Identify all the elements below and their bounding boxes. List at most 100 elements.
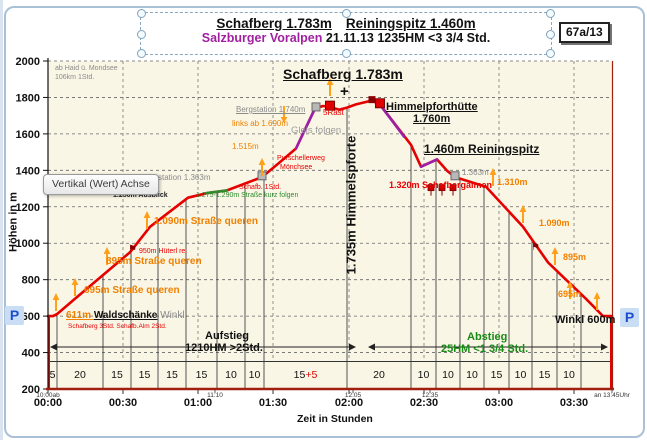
y-tick-label: 400 <box>22 348 40 360</box>
title-part-2: Reiningspitz 1.460m <box>345 16 476 31</box>
elev-1515-label: 1.515m <box>232 142 259 151</box>
y-tick-label: 2000 <box>16 56 40 68</box>
schafberg-inner-title: Schafberg 1.783m <box>283 66 403 82</box>
gleis-folgen-label: Gleis folgen <box>291 125 342 136</box>
subtitle-region: Salzburger Voralpen <box>201 31 323 45</box>
plot-background[interactable] <box>48 61 612 389</box>
hut-marker <box>375 98 385 109</box>
elev-1310-label: 1.310m <box>497 177 528 187</box>
schafb-1std-label: Schafb. 1Std. <box>239 184 282 191</box>
x-hour-label: 01:00 <box>184 397 212 409</box>
leg-minutes-label: 15 <box>196 369 208 381</box>
station-1363-ascent-label: station 1.363m <box>158 173 211 182</box>
x-hour-label: 02:00 <box>335 397 363 409</box>
waypoint-arrow-down-head <box>280 117 288 123</box>
strasse-kurz-folgen-label: 1.275-1.290m Straße kurz folgen <box>196 192 299 199</box>
subtitle-rest: 21.11.13 1235HM <3 3/4 Std. <box>322 31 491 45</box>
parking-marker-right: P <box>620 308 639 327</box>
himmelspforte-vertical-label: 1.735m Himmelspforte <box>343 135 359 275</box>
waypoint-arrow-up-head <box>519 205 527 212</box>
waldschaenke-label-part: 611m <box>66 310 94 321</box>
leg-minutes-label: 20 <box>373 369 385 381</box>
selection-handle[interactable] <box>137 9 146 18</box>
aufstieg-label: Aufstieg <box>205 330 249 342</box>
flag-icon: ⚑ <box>531 242 540 253</box>
chart-title: Schafberg 1.783m Reiningspitz 1.460m <box>141 16 551 31</box>
winkl-600-label: Winkl 600m <box>555 314 616 326</box>
waldschaenke-label-part: Winkl <box>157 310 185 321</box>
waypoint-arrow-up-head <box>71 278 79 285</box>
waypoint-arrow-up-head <box>103 247 111 254</box>
leg-minutes-label: 10 <box>563 369 575 381</box>
x-hour-label: 01:30 <box>259 397 287 409</box>
purschellerweg-label-1: Purschellerweg <box>277 155 325 162</box>
reiningspitz-label: 1.460m Reiningspitz <box>424 142 540 156</box>
y-axis-title: Höhen in m <box>7 192 20 252</box>
leg-minutes-label: 15 <box>166 369 178 381</box>
y-tick-label: 200 <box>22 384 40 396</box>
leg-minutes-label: 5 <box>50 369 56 381</box>
flag-icon: ⚑ <box>128 244 137 255</box>
waypoint-arrow-up-head <box>551 247 559 254</box>
stage-arrows <box>50 343 608 351</box>
y-tick-label: 1600 <box>16 129 40 141</box>
leg-minutes-label: 10 <box>515 369 527 381</box>
gridlines <box>48 60 612 362</box>
axis-tooltip: Vertikal (Wert) Achse <box>43 174 159 195</box>
selection-handle[interactable] <box>546 29 555 39</box>
strasse-queren-695-label: 695m Straße queren <box>84 285 180 296</box>
y-tick-label: 1800 <box>16 92 40 104</box>
summit-marker <box>368 96 376 104</box>
selection-handle[interactable] <box>137 49 146 58</box>
y-tick-label: 800 <box>22 275 40 287</box>
leg-minutes-label: 15+5 <box>294 369 318 381</box>
strasse-queren-1090-label: 1.090m Straße queren <box>154 216 258 227</box>
waypoint-arrow-up-head <box>489 168 497 175</box>
clock-sub-label: 10:00ab <box>36 392 60 399</box>
selection-handle[interactable] <box>137 29 146 39</box>
route-segment-overlay <box>419 158 439 168</box>
links-ab-label: links ab 1.690m <box>232 119 289 128</box>
waypoint-arrow-up-head <box>326 78 334 85</box>
clock-sub-label: 11:10 <box>207 392 223 399</box>
arrow-head-right <box>601 343 608 351</box>
abstieg-label: Abstieg <box>467 331 508 343</box>
ausblick-label: 1.250m Ausblick <box>113 192 168 199</box>
station-marker <box>450 171 460 181</box>
elev-695-label: 695m <box>558 289 582 299</box>
x-hour-label: 02:30 <box>410 397 438 409</box>
purschellerweg-label-2: Mönchsee <box>280 164 313 171</box>
selection-handle[interactable] <box>342 49 351 58</box>
elev-1090-label: 1.090m <box>539 218 570 228</box>
waldschaenke-label: 611m Waldschänke Winkl <box>66 310 185 322</box>
parking-marker-left: P <box>5 306 24 325</box>
chart-title-box[interactable]: Schafberg 1.783m Reiningspitz 1.460m Salz… <box>137 9 555 58</box>
chart-area-border <box>4 6 645 438</box>
himmelpforthuette-label: Himmelpforthütte <box>386 101 478 113</box>
leg-minutes-label: 10 <box>442 369 454 381</box>
leg-minutes-label: 10 <box>466 369 478 381</box>
leg-minutes-label: 20 <box>74 369 86 381</box>
waypoint-arrows <box>52 78 601 311</box>
leg-minutes-label: 10 <box>249 369 261 381</box>
arrow-head-right <box>349 343 356 351</box>
aufstieg-detail: 1210HM >2Std. <box>185 342 263 354</box>
x-hour-label: 00:30 <box>109 397 137 409</box>
strasse-queren-895-label: 895m Straße queren <box>106 256 202 267</box>
clock-sub-label: 12:05 <box>345 392 362 399</box>
himmelpforthuette-elev: 1.760m <box>413 113 451 125</box>
route-segment-overlay <box>294 107 317 150</box>
waypoint-arrow-up-head <box>566 281 574 288</box>
bergstation-label: Bergstation 1.740m <box>236 105 306 114</box>
selection-handle[interactable] <box>342 9 351 18</box>
selection-handle[interactable] <box>546 9 555 18</box>
arrow-head-left <box>368 343 375 351</box>
leg-minutes-label: 10 <box>225 369 237 381</box>
selection-handle[interactable] <box>546 49 555 58</box>
waypoint-arrow-up-head <box>258 158 266 165</box>
route-segment-overlay <box>205 189 229 195</box>
title-part-1: Schafberg 1.783m <box>216 16 332 31</box>
route-start-note-1: ab Haid ü. Mondsee <box>55 65 118 72</box>
